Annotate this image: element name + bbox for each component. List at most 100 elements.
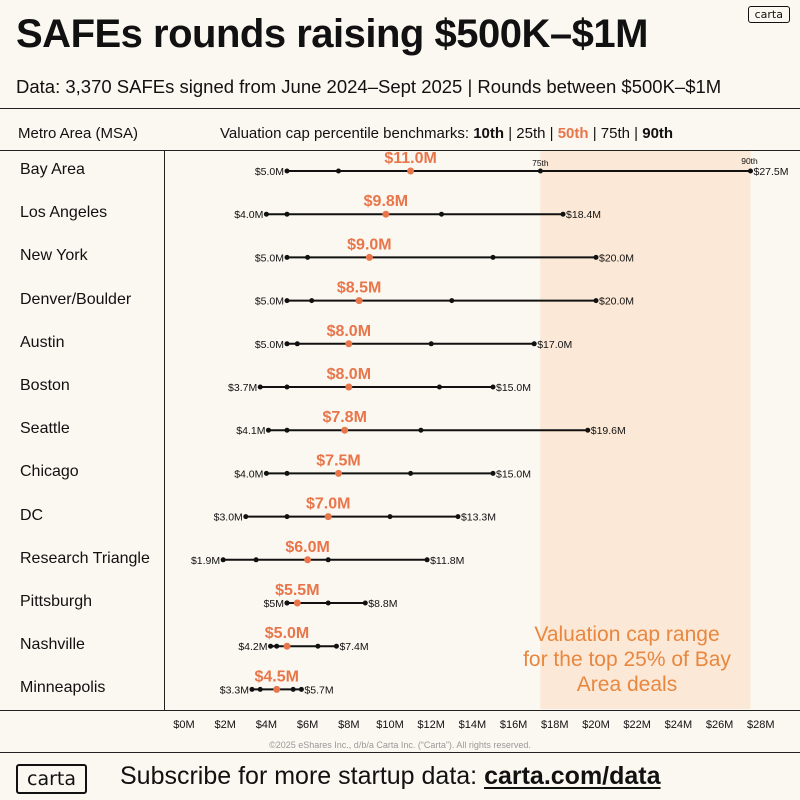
- median-value-label: $9.8M: [364, 193, 408, 210]
- p90-dot: [585, 427, 591, 433]
- p10-dot: [257, 384, 263, 390]
- p90-dot: [362, 600, 368, 606]
- p25-dot: [284, 211, 290, 217]
- p25-dot: [284, 600, 290, 606]
- p25-dot: [309, 298, 315, 304]
- p10-value-label: $5.0M: [255, 296, 284, 308]
- metro-label: Austin: [20, 333, 65, 351]
- header-divider-bottom: [0, 150, 800, 151]
- p25-dot: [284, 470, 290, 476]
- p10-value-label: $5.0M: [255, 252, 284, 264]
- p90-value-label: $17.0M: [537, 339, 572, 351]
- p75-dot: [449, 298, 455, 304]
- x-tick-label: $24M: [665, 719, 693, 731]
- p25-dot: [274, 643, 280, 649]
- p25-dot: [284, 427, 290, 433]
- x-tick-label: $12M: [417, 719, 445, 731]
- p90-value-label: $13.3M: [461, 512, 496, 524]
- p75-dot: [290, 686, 296, 692]
- page-title: SAFEs rounds raising $500K–$1M: [16, 12, 648, 56]
- x-tick-label: $22M: [623, 719, 651, 731]
- copyright-notice: ©2025 eShares Inc., d/b/a Carta Inc. (“C…: [269, 740, 531, 750]
- metro-label: Bay Area: [20, 161, 85, 178]
- p90-dot: [490, 470, 496, 476]
- metro-column-header: Metro Area (MSA): [18, 125, 139, 142]
- p75-dot: [537, 168, 543, 174]
- p10-dot: [243, 514, 249, 520]
- median-dot: [335, 469, 342, 477]
- x-tick-label: $10M: [376, 719, 404, 731]
- p10-value-label: $4.0M: [234, 468, 263, 480]
- median-value-label: $5.5M: [275, 582, 319, 599]
- metro-label: Nashville: [20, 636, 85, 654]
- p10-dot: [284, 341, 290, 347]
- p10-value-label: $5.0M: [255, 166, 284, 178]
- legend-10th: 10th: [473, 125, 505, 142]
- x-tick-label: $14M: [459, 719, 487, 731]
- median-dot: [382, 210, 390, 218]
- metro-label: Pittsburgh: [20, 593, 93, 610]
- p90-value-label: $20.0M: [599, 296, 634, 308]
- p75-dot: [418, 427, 424, 433]
- p10-value-label: $3.7M: [228, 382, 257, 394]
- p10-value-label: $3.3M: [220, 684, 249, 696]
- median-value-label: $8.0M: [327, 366, 371, 383]
- percentile-legend: Valuation cap percentile benchmarks: 10t…: [220, 125, 673, 142]
- median-value-label: $4.5M: [254, 668, 298, 685]
- p90-value-label: $20.0M: [599, 252, 634, 264]
- p25-dot: [284, 514, 290, 520]
- p75-dot: [315, 643, 321, 649]
- p10-dot: [263, 470, 269, 476]
- p25-dot: [257, 686, 263, 692]
- p75-dot: [387, 514, 393, 520]
- p90-dot: [748, 168, 753, 174]
- page-subtitle: Data: 3,370 SAFEs signed from June 2024–…: [16, 76, 722, 97]
- metro-label: Minneapolis: [20, 679, 106, 697]
- p10-value-label: $5M: [264, 598, 284, 610]
- p90-value-label: $11.8M: [430, 555, 464, 567]
- median-value-label: $7.8M: [322, 409, 366, 426]
- chart-bottom-divider: [0, 710, 800, 711]
- p90-value-label: $15.0M: [496, 468, 531, 480]
- p10-dot: [284, 298, 290, 304]
- p75-dot: [325, 600, 331, 606]
- shaded-range-annotation: Valuation cap range for the top 25% of B…: [523, 623, 731, 697]
- x-tick-label: $16M: [500, 719, 528, 731]
- p90-dot: [490, 384, 496, 390]
- p75-dot: [439, 211, 444, 217]
- p90-dot: [531, 341, 537, 347]
- p90-value-label: $15.0M: [496, 382, 531, 394]
- median-dot: [283, 642, 291, 650]
- legend-50th: 50th: [557, 125, 589, 142]
- metro-label: Los Angeles: [20, 204, 108, 222]
- median-value-label: $5.0M: [265, 625, 309, 642]
- x-tick-label: $28M: [747, 719, 775, 731]
- median-dot: [345, 383, 353, 391]
- median-dot: [304, 556, 312, 564]
- p25-dot: [284, 384, 290, 390]
- metro-column: [16, 150, 165, 710]
- metro-label: Boston: [20, 377, 70, 394]
- p75-dot: [325, 557, 331, 563]
- x-tick-label: $0M: [173, 719, 194, 731]
- footer-link[interactable]: carta.com/data: [484, 762, 661, 790]
- median-dot: [324, 513, 332, 521]
- p90-dot: [593, 298, 599, 304]
- p10-dot: [249, 686, 255, 692]
- p10-value-label: $4.1M: [236, 425, 265, 437]
- p90-dot: [298, 686, 304, 692]
- median-dot: [293, 599, 301, 607]
- x-tick-label: $6M: [297, 719, 318, 731]
- median-value-label: $9.0M: [347, 236, 391, 253]
- median-dot: [355, 297, 363, 305]
- p90-value-label: $19.6M: [591, 425, 626, 437]
- legend-75th: 75th: [600, 125, 630, 142]
- metro-label: Denver/Boulder: [20, 290, 132, 308]
- legend-sep-3: |: [588, 125, 601, 142]
- median-dot: [407, 167, 415, 175]
- p90-value-label: $18.4M: [566, 209, 601, 221]
- p75-dot: [436, 384, 442, 390]
- legend-sep-2: |: [545, 125, 558, 142]
- p90-dot: [333, 643, 339, 649]
- footer-carta-logo: carta: [16, 764, 87, 794]
